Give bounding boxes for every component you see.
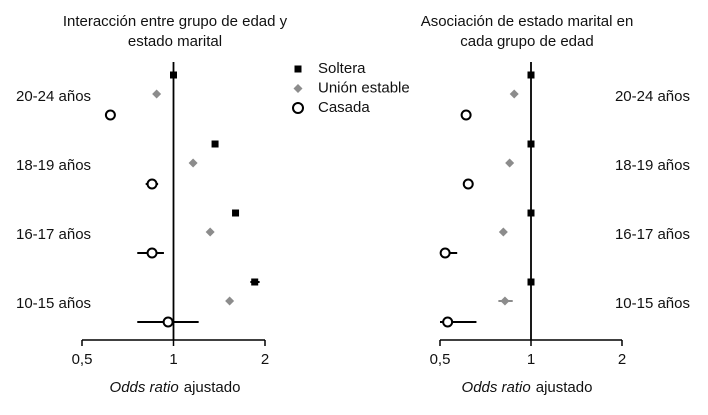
chart-title: Interacción entre grupo de edad y	[63, 13, 288, 30]
marker-square	[527, 278, 535, 286]
legend-label: Casada	[318, 99, 370, 116]
marker-circle	[462, 178, 474, 190]
x-tick-label: 1	[169, 351, 177, 368]
marker-diamond	[505, 158, 515, 168]
marker-diamond	[225, 296, 235, 306]
category-label: 10-15 años	[615, 295, 690, 312]
marker-circle	[162, 316, 174, 328]
x-tick-label: 2	[618, 351, 626, 368]
legend-marker	[292, 102, 304, 114]
chart-title: Asociación de estado marital en	[421, 13, 634, 30]
category-label: 20-24 años	[16, 88, 91, 105]
x-tick-label: 2	[261, 351, 269, 368]
legend-marker	[293, 84, 303, 93]
category-label: 10-15 años	[16, 295, 91, 312]
x-axis-label-part: ajustado	[184, 379, 241, 396]
marker-square	[527, 71, 535, 79]
marker-square	[251, 278, 259, 286]
marker-diamond	[152, 89, 162, 99]
x-axis-label: Odds ratio ajustado	[462, 379, 593, 396]
marker-square	[527, 140, 535, 148]
category-label: 16-17 años	[16, 226, 91, 243]
category-label: 16-17 años	[615, 226, 690, 243]
marker-square	[170, 71, 177, 79]
marker-circle	[146, 178, 158, 190]
chart-title: estado marital	[128, 33, 222, 50]
marker-diamond	[509, 89, 519, 99]
marker-circle	[146, 247, 158, 259]
marker-diamond	[498, 227, 508, 237]
legend-marker	[293, 84, 303, 93]
x-tick-label: 0,5	[72, 351, 93, 368]
marker-circle	[104, 109, 116, 121]
marker-circle	[442, 316, 454, 328]
x-axis-label-part: Odds ratio	[110, 379, 179, 396]
legend-label: Soltera	[318, 60, 366, 77]
category-label: 18-19 años	[615, 157, 690, 174]
marker-diamond	[205, 227, 215, 237]
x-axis-label-part: ajustado	[536, 379, 593, 396]
category-label: 18-19 años	[16, 157, 91, 174]
marker-diamond	[188, 158, 198, 168]
legend-marker	[292, 102, 304, 114]
marker-square	[211, 140, 219, 148]
category-label: 20-24 años	[615, 88, 690, 105]
marker-circle	[439, 247, 451, 259]
legend-marker	[294, 65, 302, 73]
marker-square	[527, 209, 535, 217]
legend-label: Unión estable	[318, 79, 410, 96]
legend-marker	[294, 65, 302, 73]
x-tick-label: 0,5	[430, 351, 451, 368]
chart-title: cada grupo de edad	[460, 33, 593, 50]
x-axis-label: Odds ratio ajustado	[110, 379, 241, 396]
marker-diamond	[500, 296, 510, 306]
marker-square	[232, 209, 240, 217]
x-tick-label: 1	[527, 351, 535, 368]
x-axis-label-part: Odds ratio	[462, 379, 531, 396]
marker-circle	[460, 109, 472, 121]
